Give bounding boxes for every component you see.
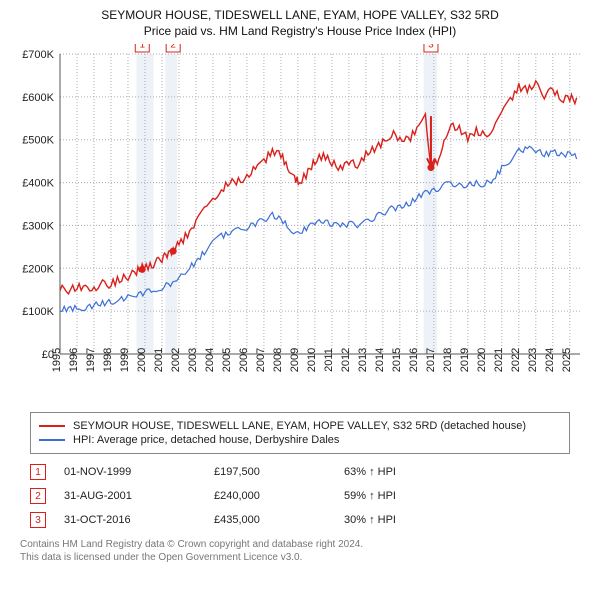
x-tick-label: 2001	[153, 348, 165, 372]
chart-container: SEYMOUR HOUSE, TIDESWELL LANE, EYAM, HOP…	[0, 0, 600, 570]
x-tick-label: 2023	[527, 348, 539, 372]
y-tick-label: £700K	[22, 49, 54, 61]
sales-marker-box: 2	[30, 488, 46, 504]
x-tick-label: 1999	[119, 348, 131, 372]
x-tick-label: 2007	[255, 348, 267, 372]
x-tick-label: 2009	[289, 348, 301, 372]
legend-swatch	[39, 439, 65, 441]
y-tick-label: £600K	[22, 92, 54, 104]
x-tick-label: 1996	[68, 348, 80, 372]
chart-svg: £0£100K£200K£300K£400K£500K£600K£700K199…	[10, 44, 590, 404]
sales-row: 1 01-NOV-1999£197,50063% ↑ HPI	[30, 460, 570, 484]
sale-marker-dot	[139, 266, 146, 273]
shaded-band	[424, 54, 438, 354]
sale-marker-number: 3	[428, 44, 434, 51]
y-tick-label: £400K	[22, 178, 54, 190]
x-tick-label: 1998	[102, 348, 114, 372]
footer-line-1: Contains HM Land Registry data © Crown c…	[20, 538, 580, 551]
sale-marker-number: 1	[139, 44, 145, 51]
sales-date: 31-OCT-2016	[64, 514, 214, 526]
legend-swatch	[39, 425, 65, 427]
x-tick-label: 2025	[561, 348, 573, 372]
sale-marker-number: 2	[170, 44, 176, 51]
x-tick-label: 2017	[425, 348, 437, 372]
x-tick-label: 2016	[408, 348, 420, 372]
legend-box: SEYMOUR HOUSE, TIDESWELL LANE, EYAM, HOP…	[30, 412, 570, 454]
sales-row: 2 31-AUG-2001£240,00059% ↑ HPI	[30, 484, 570, 508]
x-tick-label: 2022	[510, 348, 522, 372]
legend-row: SEYMOUR HOUSE, TIDESWELL LANE, EYAM, HOP…	[39, 420, 561, 432]
shaded-band	[165, 54, 177, 354]
sales-row: 3 31-OCT-2016£435,00030% ↑ HPI	[30, 508, 570, 532]
footer-line-2: This data is licensed under the Open Gov…	[20, 551, 580, 564]
x-tick-label: 2014	[374, 348, 386, 372]
sale-marker-dot	[170, 248, 177, 255]
x-tick-label: 2018	[442, 348, 454, 372]
sales-marker-box: 1	[30, 464, 46, 480]
legend-label: HPI: Average price, detached house, Derb…	[73, 434, 339, 446]
x-tick-label: 2003	[187, 348, 199, 372]
legend-label: SEYMOUR HOUSE, TIDESWELL LANE, EYAM, HOP…	[73, 420, 526, 432]
x-tick-label: 2005	[221, 348, 233, 372]
y-tick-label: £300K	[22, 220, 54, 232]
x-tick-label: 2021	[493, 348, 505, 372]
x-tick-label: 2010	[306, 348, 318, 372]
x-tick-label: 1995	[51, 348, 63, 372]
x-tick-label: 2015	[391, 348, 403, 372]
y-tick-label: £200K	[22, 263, 54, 275]
x-tick-label: 2000	[136, 348, 148, 372]
x-tick-label: 2013	[357, 348, 369, 372]
x-tick-label: 2011	[323, 348, 335, 372]
x-tick-label: 2004	[204, 348, 216, 372]
chart-plot: £0£100K£200K£300K£400K£500K£600K£700K199…	[10, 44, 590, 404]
sales-date: 31-AUG-2001	[64, 490, 214, 502]
sales-table: 1 01-NOV-1999£197,50063% ↑ HPI 2 31-AUG-200…	[30, 460, 570, 532]
x-tick-label: 2006	[238, 348, 250, 372]
y-tick-label: £500K	[22, 135, 54, 147]
x-tick-label: 2002	[170, 348, 182, 372]
y-tick-label: £100K	[22, 306, 54, 318]
x-tick-label: 2019	[459, 348, 471, 372]
chart-title-address: SEYMOUR HOUSE, TIDESWELL LANE, EYAM, HOP…	[10, 8, 590, 22]
sales-date: 01-NOV-1999	[64, 466, 214, 478]
sales-marker-box: 3	[30, 512, 46, 528]
chart-subtitle: Price paid vs. HM Land Registry's House …	[10, 24, 590, 38]
x-tick-label: 1997	[85, 348, 97, 372]
sales-vs-hpi: 30% ↑ HPI	[344, 514, 474, 526]
sales-vs-hpi: 63% ↑ HPI	[344, 466, 474, 478]
x-tick-label: 2012	[340, 348, 352, 372]
sales-price: £197,500	[214, 466, 344, 478]
sales-vs-hpi: 59% ↑ HPI	[344, 490, 474, 502]
sales-price: £435,000	[214, 514, 344, 526]
attribution-footer: Contains HM Land Registry data © Crown c…	[20, 538, 580, 564]
x-tick-label: 2008	[272, 348, 284, 372]
x-tick-label: 2024	[544, 348, 556, 372]
sale-marker-dot	[427, 164, 434, 171]
x-tick-label: 2020	[476, 348, 488, 372]
sales-price: £240,000	[214, 490, 344, 502]
legend-row: HPI: Average price, detached house, Derb…	[39, 434, 561, 446]
